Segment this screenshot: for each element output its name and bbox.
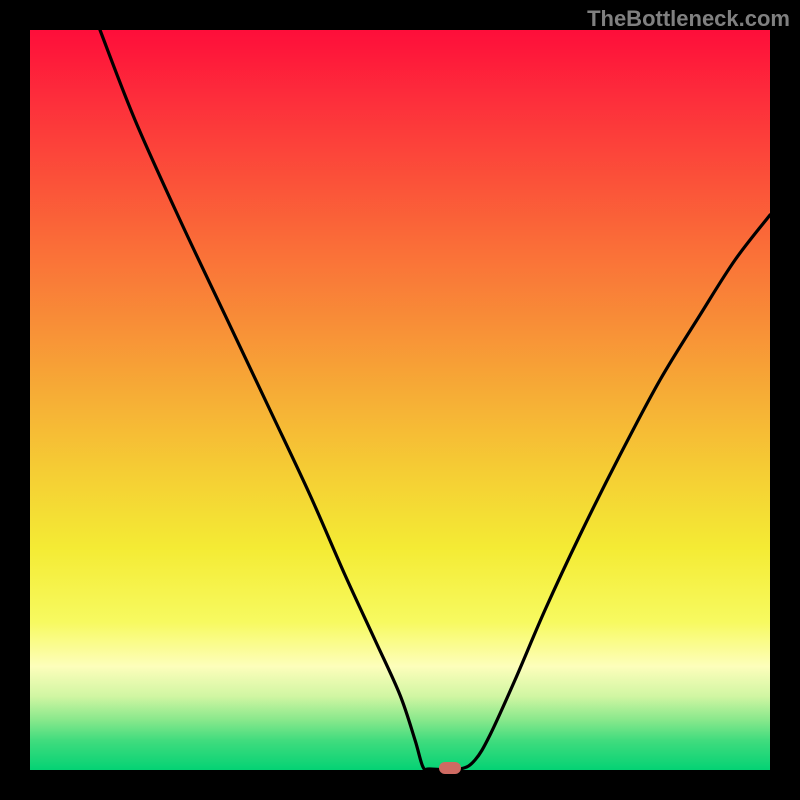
watermark-text: TheBottleneck.com: [587, 6, 790, 32]
chart-container: TheBottleneck.com: [0, 0, 800, 800]
bottleneck-chart: [0, 0, 800, 800]
plot-area: [30, 30, 770, 770]
optimal-marker: [439, 762, 461, 774]
